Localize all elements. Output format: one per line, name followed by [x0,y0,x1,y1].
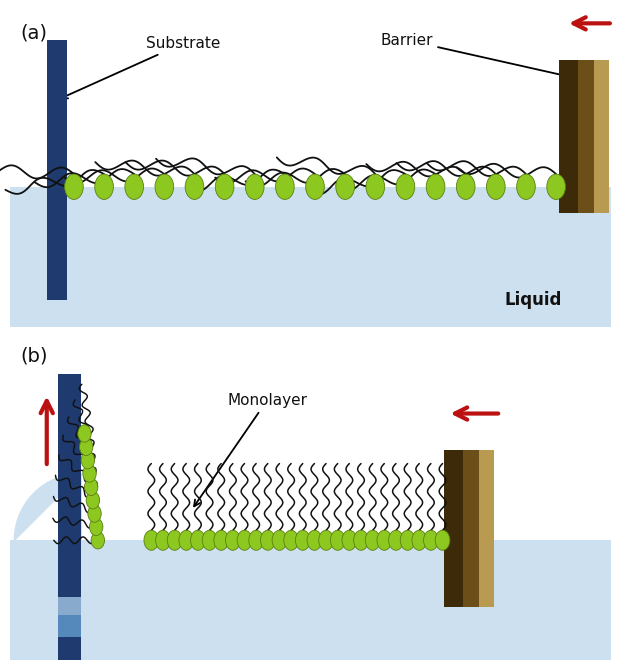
Ellipse shape [155,174,174,199]
Ellipse shape [167,530,182,550]
Ellipse shape [412,530,427,550]
Bar [444,450,463,607]
Ellipse shape [319,530,333,550]
Ellipse shape [342,530,356,550]
Ellipse shape [330,530,345,550]
Ellipse shape [336,174,355,199]
Ellipse shape [401,530,415,550]
Ellipse shape [78,425,91,442]
Bar [10,187,611,327]
Text: Liquid: Liquid [504,291,561,309]
Ellipse shape [546,174,566,199]
Ellipse shape [179,530,194,550]
Ellipse shape [396,174,415,199]
Ellipse shape [65,174,83,199]
Ellipse shape [366,174,384,199]
Ellipse shape [86,492,99,509]
Bar [578,60,594,213]
Bar [58,374,81,660]
Bar [58,597,81,615]
Ellipse shape [125,174,143,199]
Ellipse shape [185,174,204,199]
Bar [560,60,578,213]
Ellipse shape [214,530,229,550]
Bar [463,450,479,607]
Ellipse shape [426,174,445,199]
Text: (b): (b) [20,347,48,366]
Polygon shape [14,474,81,540]
Ellipse shape [284,530,299,550]
Bar [58,614,81,637]
Ellipse shape [424,530,438,550]
Ellipse shape [156,530,170,550]
Text: (a): (a) [20,23,47,42]
Text: Substrate: Substrate [61,36,220,98]
Ellipse shape [353,530,368,550]
Ellipse shape [435,530,450,550]
Text: Monolayer: Monolayer [194,393,307,506]
Ellipse shape [215,174,234,199]
Ellipse shape [517,174,535,199]
Ellipse shape [84,478,98,496]
Ellipse shape [456,174,475,199]
Ellipse shape [225,530,240,550]
Ellipse shape [249,530,263,550]
Ellipse shape [389,530,403,550]
Ellipse shape [365,530,380,550]
Ellipse shape [202,530,217,550]
Bar [47,40,67,300]
Ellipse shape [272,530,287,550]
Ellipse shape [81,452,94,469]
Ellipse shape [296,530,310,550]
Ellipse shape [377,530,392,550]
Bar [479,450,494,607]
Ellipse shape [307,530,322,550]
Bar [10,540,611,660]
Ellipse shape [144,530,158,550]
Ellipse shape [83,465,96,482]
Ellipse shape [88,505,101,522]
Ellipse shape [79,438,93,456]
Ellipse shape [276,174,294,199]
Ellipse shape [260,530,275,550]
Ellipse shape [89,518,103,536]
Ellipse shape [486,174,505,199]
Text: Barrier: Barrier [380,33,580,81]
Ellipse shape [91,532,104,549]
Bar [594,60,609,213]
Ellipse shape [95,174,114,199]
Ellipse shape [191,530,206,550]
Ellipse shape [306,174,324,199]
Ellipse shape [245,174,264,199]
Ellipse shape [237,530,252,550]
